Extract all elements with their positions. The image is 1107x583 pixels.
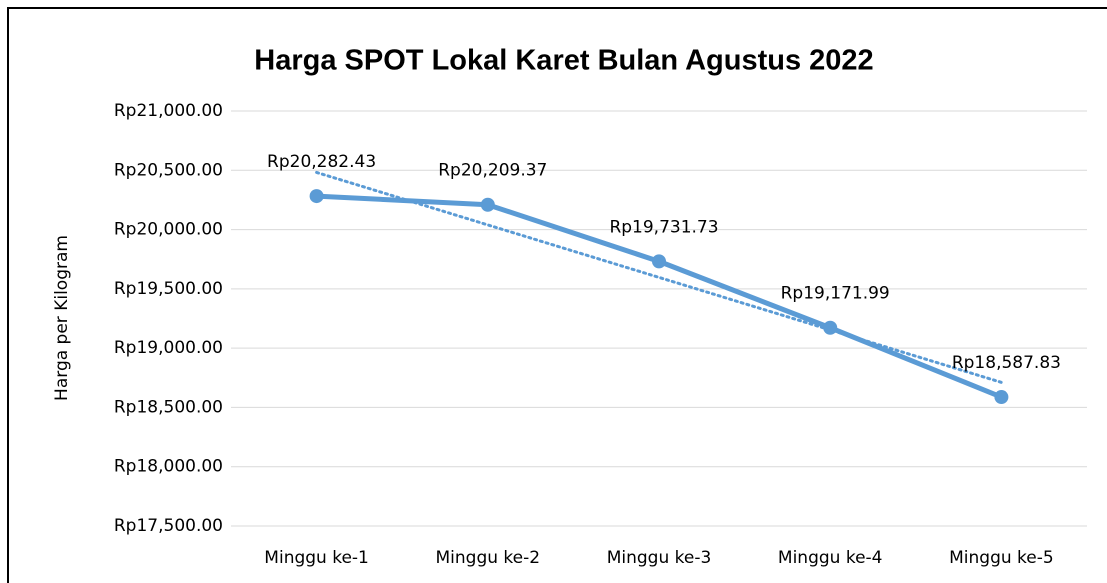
y-tick-label: Rp18,000.00 <box>114 457 223 477</box>
y-tick-label: Rp17,500.00 <box>114 516 223 536</box>
y-tick-label: Rp20,500.00 <box>114 160 223 180</box>
x-tick-label: Minggu ke-4 <box>778 548 883 568</box>
data-label: Rp19,731.73 <box>609 217 718 237</box>
point-marker <box>309 189 324 204</box>
point-marker <box>480 197 495 212</box>
y-tick-label: Rp20,000.00 <box>114 220 223 240</box>
chart-border <box>7 7 1107 583</box>
trendline <box>315 170 1003 384</box>
point-marker <box>823 320 838 335</box>
y-axis-label: Harga per Kilogram <box>52 235 72 401</box>
y-tick-label: Rp19,000.00 <box>114 338 223 358</box>
data-label: Rp20,209.37 <box>438 161 547 181</box>
y-tick-label: Rp21,000.00 <box>114 101 223 121</box>
chart-title: Harga SPOT Lokal Karet Bulan Agustus 202… <box>254 45 873 77</box>
y-tick-label: Rp19,500.00 <box>114 279 223 299</box>
x-tick-label: Minggu ke-5 <box>949 548 1054 568</box>
x-tick-label: Minggu ke-2 <box>436 548 541 568</box>
x-tick-label: Minggu ke-1 <box>264 548 369 568</box>
data-label: Rp20,282.43 <box>267 152 376 172</box>
x-tick-label: Minggu ke-3 <box>607 548 712 568</box>
data-label: Rp19,171.99 <box>781 284 890 304</box>
point-marker <box>994 390 1009 405</box>
y-tick-label: Rp18,500.00 <box>114 397 223 417</box>
point-marker <box>652 254 666 269</box>
data-label: Rp18,587.83 <box>952 353 1061 373</box>
